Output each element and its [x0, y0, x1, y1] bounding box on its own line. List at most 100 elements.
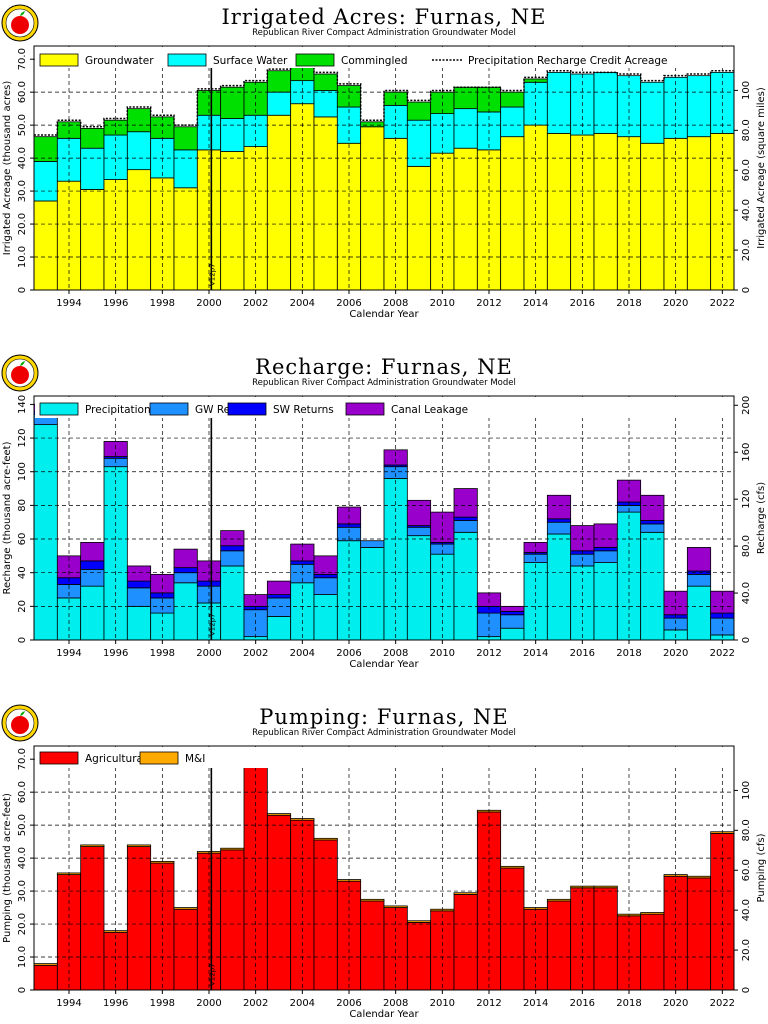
bar-segment-canal-leakage [453, 488, 478, 518]
y-tick-label: 40.0 [17, 147, 28, 169]
bar-segment-surface-water [126, 131, 152, 171]
bar-segment-precipitation [640, 531, 665, 641]
x-tick-label: 2012 [476, 998, 501, 1009]
x-tick-label: 2020 [663, 298, 688, 309]
bar-segment-agricultural [453, 893, 478, 991]
x-axis-label: Calendar Year [349, 1009, 419, 1020]
bar-segment-precipitation [173, 582, 198, 641]
bar-segment-canal-leakage [313, 555, 338, 575]
y2-tick-label: 80.0 [741, 535, 752, 557]
bar-segment-precipitation [500, 627, 525, 641]
x-tick-label: 2020 [663, 648, 688, 659]
bar-segment-surface-water [33, 161, 58, 202]
bar-segment-groundwater [266, 114, 292, 291]
x-axis-label: Calendar Year [349, 309, 419, 320]
legend-swatch [345, 402, 385, 416]
legend-label: Agricultural [85, 753, 146, 765]
plot-frame [33, 745, 735, 991]
bar-segment-commingled [150, 116, 175, 139]
x-tick-label: 2018 [616, 648, 641, 659]
bar-segment-sw-returns [546, 518, 572, 523]
bar-segment-agricultural [546, 900, 572, 991]
y2-tick-label: 120 [741, 490, 752, 509]
chart-subtitle: Republican River Compact Administration … [252, 28, 516, 38]
chart-title: Recharge: Furnas, NE [255, 355, 513, 379]
y-tick-label: 40.0 [17, 847, 28, 869]
bar-segment-groundwater [360, 126, 385, 291]
bar-segment-canal-leakage [150, 573, 175, 594]
legend-swatch [39, 402, 79, 416]
bar-segment-agricultural [220, 849, 245, 991]
x-tick-label: 1998 [150, 998, 175, 1009]
x-tick-label: 2008 [383, 298, 408, 309]
bar-segment-sw-returns [266, 594, 292, 599]
bar-segment-gw-returns [80, 568, 105, 587]
bar-segment-agricultural [406, 922, 432, 991]
apple-logo [1, 354, 39, 392]
y-tick-label: 0 [17, 287, 28, 293]
x-tick-label: 2008 [383, 648, 408, 659]
bar-segment-m-i [500, 865, 525, 869]
y-tick-label: 30.0 [17, 880, 28, 902]
chart-title: Irrigated Acres: Furnas, NE [222, 5, 547, 29]
bar-segment-sw-returns [500, 610, 525, 616]
bar-segment-surface-water [406, 119, 432, 167]
bar-segment-gw-returns [453, 520, 478, 533]
y2-tick-label: 80.0 [741, 819, 752, 841]
x-tick-label: 2018 [616, 298, 641, 309]
y-tick-label: 60.0 [17, 81, 28, 103]
legend-label: SW Returns [273, 404, 334, 416]
bar-segment-canal-leakage [266, 580, 292, 595]
apple-logo [1, 704, 39, 742]
x-tick-label: 2000 [196, 648, 221, 659]
y2-tick-label: 0 [741, 987, 752, 993]
y2-tick-label: 40.0 [741, 899, 752, 921]
bar-segment-agricultural [500, 867, 525, 991]
x-tick-label: 2018 [616, 998, 641, 1009]
legend-swatch [167, 53, 207, 67]
bar-segment-commingled [266, 70, 292, 93]
x-tick-label: 1994 [56, 648, 81, 659]
y-tick-label: 50.0 [17, 814, 28, 836]
bar-segment-sw-returns [640, 520, 665, 525]
bar-segment-sw-returns [80, 560, 105, 570]
bar-segment-m-i [546, 898, 572, 902]
bar-segment-canal-leakage [593, 523, 618, 548]
y2-tick-label: 0 [741, 637, 752, 643]
bar-segment-surface-water [313, 90, 338, 118]
bar-segment-groundwater [500, 136, 525, 291]
x-tick-label: 2022 [710, 648, 735, 659]
bar-segment-precipitation [126, 605, 152, 641]
x-tick-label: 2012 [476, 648, 501, 659]
plot-frame [33, 45, 735, 291]
version-label: V12p7 [208, 613, 216, 636]
bar-segment-commingled [500, 91, 525, 108]
legend-label: Groundwater [85, 55, 154, 67]
bar-segment-surface-water [80, 147, 105, 190]
apple-logo [1, 4, 39, 42]
y-tick-label: 20 [17, 600, 28, 613]
y-tick-label: 20.0 [17, 913, 28, 935]
bar-segment-surface-water [220, 118, 245, 152]
x-tick-label: 2022 [710, 298, 735, 309]
bar-segment-sw-returns [220, 545, 245, 552]
bar-segment-m-i [593, 885, 618, 889]
legend-label: M&I [185, 753, 205, 765]
bar-segment-sw-returns [593, 547, 618, 552]
bar-segment-agricultural [103, 931, 128, 991]
bar-segment-sw-returns [453, 516, 478, 521]
y2-tick-label: 40.0 [741, 582, 752, 604]
y-tick-label: 10.0 [17, 246, 28, 268]
x-tick-label: 1996 [103, 998, 128, 1009]
bar-segment-agricultural [33, 964, 58, 991]
precip-credit-line [34, 56, 734, 136]
bar-segment-groundwater [126, 169, 152, 291]
bar-segment-agricultural [640, 913, 665, 991]
legend-label: Canal Leakage [391, 404, 468, 416]
logo-apple-leaf [20, 361, 25, 366]
bar-segment-surface-water [686, 75, 712, 138]
x-tick-label: 2022 [710, 998, 735, 1009]
bar-segment-groundwater [476, 149, 502, 291]
legend: Precipitation GW Returns SW Returns Canal L… [35, 397, 733, 418]
